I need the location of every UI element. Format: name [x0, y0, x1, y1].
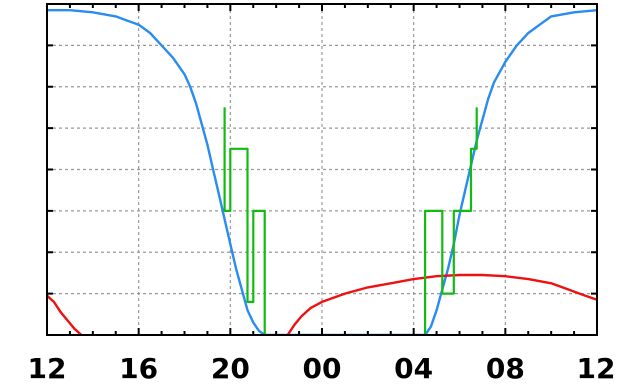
series-line-4 — [424, 107, 478, 335]
series-layer — [47, 8, 597, 335]
x-axis-labels: 12 16 20 00 04 08 12 — [28, 352, 616, 385]
x-tick-label-6: 12 — [577, 352, 616, 385]
series-line-0 — [47, 8, 597, 335]
x-tick-label-0: 12 — [28, 352, 67, 385]
x-tick-label-5: 08 — [486, 352, 525, 385]
x-tick-label-4: 04 — [394, 352, 433, 385]
grid — [47, 4, 597, 335]
x-axis-ticks — [46, 4, 598, 335]
x-tick-label-1: 16 — [119, 352, 158, 385]
x-tick-label-2: 20 — [211, 352, 250, 385]
series-line-3 — [223, 107, 266, 335]
series-line-1 — [47, 294, 83, 335]
x-tick-label-3: 00 — [303, 352, 342, 385]
